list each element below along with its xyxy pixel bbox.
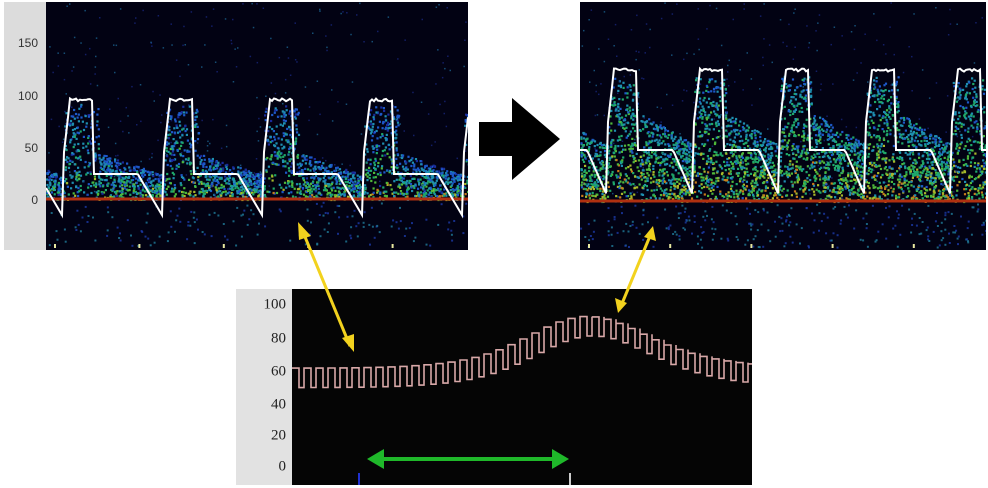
y-axis-strip: 100 80 60 40 20 0 bbox=[236, 289, 292, 485]
reverse-flow-speckle bbox=[580, 203, 986, 249]
spectrogram-plot bbox=[580, 2, 986, 250]
reverse-flow-speckle bbox=[48, 201, 468, 247]
time-marker bbox=[358, 473, 360, 485]
y-tick-label: 100 bbox=[263, 296, 287, 313]
signal-trace-chart: 100 80 60 40 20 0 bbox=[236, 289, 752, 485]
y-tick-label: 50 bbox=[24, 141, 38, 155]
trace-plot bbox=[292, 289, 752, 485]
signal-trace bbox=[292, 315, 752, 389]
time-marker bbox=[569, 473, 571, 485]
y-axis-strip: 150 100 50 0 bbox=[4, 2, 46, 250]
time-tick bbox=[391, 244, 394, 248]
time-tick bbox=[138, 244, 141, 248]
y-tick-label: 0 bbox=[31, 193, 38, 207]
spectrogram-after bbox=[580, 2, 986, 250]
envelope-trace bbox=[46, 96, 468, 219]
spectrogram-canvas bbox=[46, 2, 468, 248]
envelope-trace bbox=[580, 66, 986, 194]
time-tick bbox=[222, 244, 225, 248]
time-tick bbox=[307, 244, 310, 248]
y-tick-label: 0 bbox=[278, 458, 287, 475]
y-tick-label: 40 bbox=[271, 396, 286, 413]
doppler-speckle bbox=[46, 103, 468, 202]
y-tick-label: 20 bbox=[271, 427, 286, 444]
time-tick bbox=[54, 244, 56, 248]
y-tick-label: 150 bbox=[17, 36, 38, 50]
time-tick bbox=[912, 244, 915, 248]
time-tick bbox=[831, 244, 834, 248]
y-tick-label: 80 bbox=[271, 330, 286, 347]
spectrogram-plot bbox=[46, 2, 468, 250]
trace-canvas bbox=[292, 315, 752, 485]
right-arrow-icon bbox=[479, 98, 560, 180]
time-tick bbox=[669, 244, 672, 248]
time-tick bbox=[750, 244, 753, 248]
spectrogram-before: 150 100 50 0 bbox=[4, 2, 468, 250]
y-tick-label: 60 bbox=[271, 363, 286, 380]
time-tick bbox=[588, 244, 590, 248]
y-tick-label: 100 bbox=[17, 89, 38, 103]
spectrogram-canvas bbox=[580, 2, 986, 249]
